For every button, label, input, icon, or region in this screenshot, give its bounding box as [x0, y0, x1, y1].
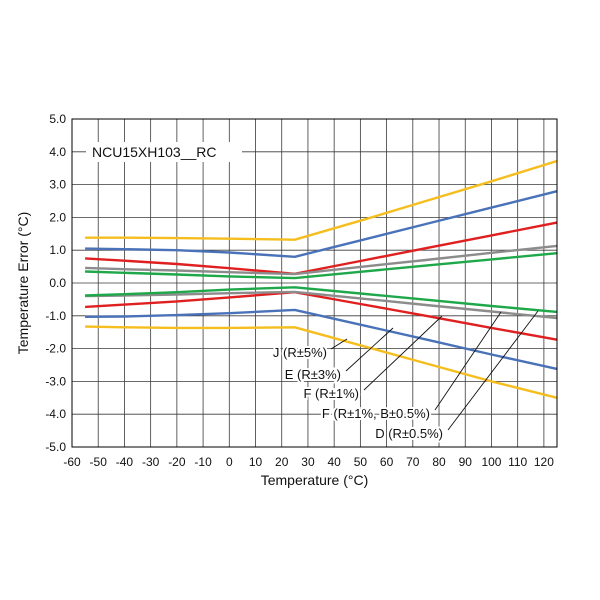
y-tick-label: 0.0 [49, 276, 66, 290]
x-tick-label: 70 [406, 455, 420, 469]
x-tick-label: -50 [90, 455, 108, 469]
series-annotation-label: D (R±0.5%) [375, 426, 443, 441]
y-tick-label: -1.0 [45, 309, 66, 323]
annotation-leaders [330, 310, 539, 431]
series-annotation-label: F (R±1%) [303, 386, 359, 401]
y-tick-label: -4.0 [45, 407, 66, 421]
series-line-lower [85, 286, 558, 314]
annotation-leader-line [345, 327, 394, 372]
chart-title-background [86, 142, 242, 162]
y-axis-label: Temperature Error (°C) [15, 212, 31, 355]
chart-title: NCU15XH103__RC [92, 144, 217, 160]
plot-frame [71, 118, 558, 448]
y-tick-label: 2.0 [49, 210, 66, 224]
y-tick-label: -5.0 [45, 440, 66, 454]
x-tick-label: 110 [508, 455, 527, 469]
annotation-leader-line [330, 338, 348, 350]
series-line-upper [85, 252, 558, 280]
x-tick-label: 40 [327, 455, 341, 469]
y-tick-label: 1.0 [49, 243, 66, 257]
y-tick-label: 3.0 [49, 178, 66, 192]
x-tick-label: -30 [142, 455, 160, 469]
series-line-upper [85, 190, 558, 258]
x-tick-label: -20 [168, 455, 186, 469]
annotation-leader-line [363, 315, 443, 391]
x-tick-label: 20 [275, 455, 289, 469]
series-annotation-label: F (R±1%, B±0.5%) [322, 406, 430, 421]
y-tick-label: 4.0 [49, 145, 66, 159]
y-tick-label: -3.0 [45, 374, 66, 388]
x-tick-label: 80 [432, 455, 446, 469]
series-annotations: J (R±5%) E (R±3%) F (R±1%) F (R±1%, B±0.5%)… [271, 343, 445, 443]
series-line-upper [85, 221, 558, 275]
series-annotation-label: J (R±5%) [273, 345, 327, 360]
y-tick-label: -2.0 [45, 342, 66, 356]
tick-labels: -60 -50 -40 -30 -20 -10 0 10 20 30 40 50 60 70 80 90 100… [45, 112, 554, 469]
x-tick-label: 0 [226, 455, 233, 469]
x-tick-label: -40 [116, 455, 134, 469]
annotation-leader-line [434, 311, 502, 411]
series-line-lower [85, 308, 558, 371]
series-line-lower [85, 290, 558, 320]
x-tick-label: 50 [354, 455, 368, 469]
x-tick-label: 120 [534, 455, 554, 469]
x-tick-label: 10 [249, 455, 263, 469]
chart-title-group: NCU15XH103__RC [86, 142, 242, 162]
x-tick-label: 90 [459, 455, 473, 469]
series-line-upper [85, 244, 558, 276]
series-line-upper [85, 159, 558, 241]
annotation-leader-line [447, 310, 539, 431]
grid [71, 118, 557, 448]
x-tick-label: 100 [481, 455, 501, 469]
series-annotation-label: E (R±3%) [285, 367, 341, 382]
x-tick-label: -60 [63, 455, 81, 469]
x-axis-label: Temperature (°C) [261, 472, 369, 488]
series-lines [85, 159, 558, 399]
x-tick-label: -10 [194, 455, 212, 469]
series-line-lower [85, 325, 558, 399]
x-tick-label: 60 [380, 455, 394, 469]
x-tick-label: 30 [301, 455, 315, 469]
y-tick-label: 5.0 [49, 112, 66, 126]
